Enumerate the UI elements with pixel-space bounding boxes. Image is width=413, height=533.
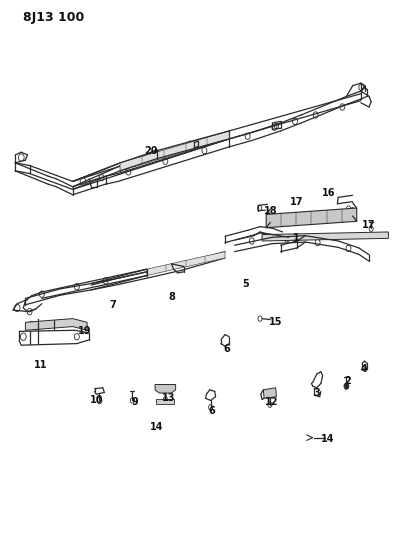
Text: 19: 19 — [78, 326, 92, 336]
Polygon shape — [25, 319, 87, 330]
Text: 10: 10 — [90, 395, 103, 406]
Text: 11: 11 — [34, 360, 48, 370]
Polygon shape — [262, 232, 389, 241]
Circle shape — [344, 383, 349, 389]
Text: 7: 7 — [109, 300, 116, 310]
Polygon shape — [155, 384, 176, 393]
Text: 20: 20 — [144, 146, 158, 156]
Polygon shape — [266, 208, 357, 228]
Text: 6: 6 — [223, 344, 230, 354]
Text: 12: 12 — [265, 397, 278, 407]
Text: 17: 17 — [362, 220, 376, 230]
Polygon shape — [120, 131, 229, 171]
Text: 8: 8 — [168, 292, 175, 302]
Text: 13: 13 — [162, 393, 176, 403]
Polygon shape — [147, 252, 225, 276]
Polygon shape — [263, 387, 276, 398]
Text: 16: 16 — [323, 188, 336, 198]
Polygon shape — [156, 399, 174, 403]
Text: 18: 18 — [263, 206, 277, 216]
Text: 3: 3 — [313, 388, 320, 398]
Text: 6: 6 — [208, 406, 215, 416]
Text: 2: 2 — [344, 376, 351, 386]
Text: 14: 14 — [150, 422, 163, 432]
Text: 5: 5 — [242, 279, 249, 288]
Text: 14: 14 — [321, 434, 335, 445]
Text: 1: 1 — [293, 233, 299, 244]
Text: 15: 15 — [269, 317, 282, 327]
Text: 8J13 100: 8J13 100 — [23, 11, 85, 24]
Text: 9: 9 — [131, 397, 138, 407]
Text: 4: 4 — [361, 364, 367, 374]
Text: 17: 17 — [290, 197, 303, 207]
